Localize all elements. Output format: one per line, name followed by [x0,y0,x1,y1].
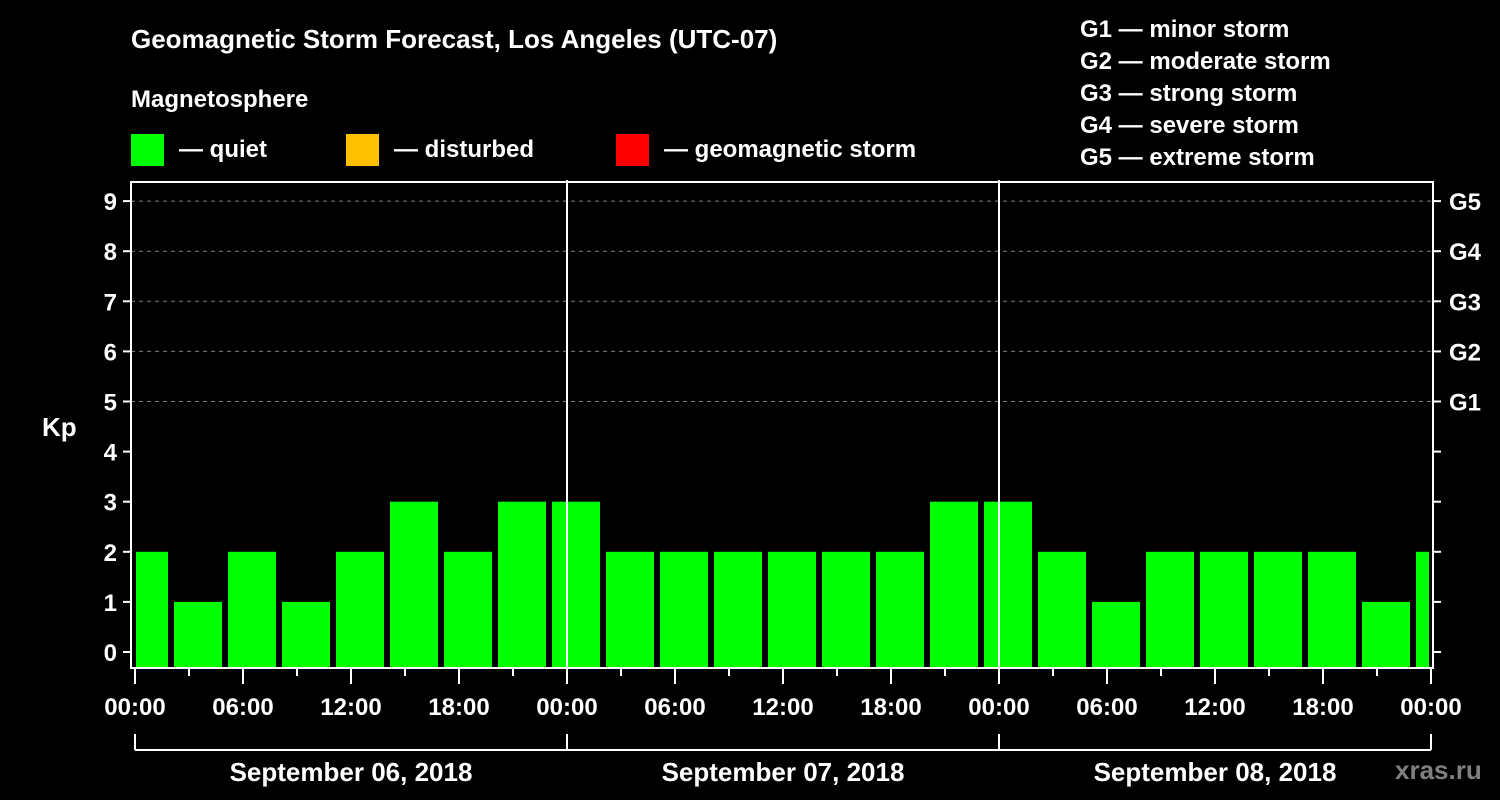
y-tick-label: 3 [104,490,117,517]
x-tick-label: 00:00 [536,694,597,721]
legend-disturbed: — disturbed [346,133,534,167]
g-level-label: G4 [1449,239,1482,266]
kp-bar [1362,601,1410,667]
legend-quiet-label: — quiet [179,136,267,163]
x-tick-label: 12:00 [752,694,813,721]
x-tick-label: 12:00 [320,694,381,721]
kp-bar [136,551,168,667]
kp-bar [228,551,276,667]
g-level-label: G1 [1449,390,1481,417]
kp-bar [822,551,870,667]
kp-bar [768,551,816,667]
credit-watermark: xras.ru [1395,755,1482,785]
storm-swatch-icon [616,134,649,166]
chart-title: Geomagnetic Storm Forecast, Los Angeles … [131,24,778,54]
kp-bar [498,501,546,667]
kp-bar [444,551,492,667]
y-tick-label: 8 [104,239,117,266]
g4-label: G4 — severe storm [1080,112,1299,139]
x-tick-label: 18:00 [860,694,921,721]
x-tick-label: 18:00 [428,694,489,721]
kp-bar [174,601,222,667]
x-tick-label: 18:00 [1292,694,1353,721]
legend-storm: — geomagnetic storm [616,133,916,167]
date-label: September 07, 2018 [662,757,905,787]
kp-bar [282,601,330,667]
kp-bar [390,501,438,667]
kp-bar [1254,551,1302,667]
legend-disturbed-label: — disturbed [394,136,535,163]
kp-bar [1308,551,1356,667]
date-label: September 06, 2018 [230,757,473,787]
y-tick-label: 1 [104,590,117,617]
kp-bar [930,501,978,667]
x-tick-label: 00:00 [968,694,1029,721]
y-tick-label: 4 [104,440,118,467]
y-tick-label: 0 [104,640,117,667]
g-level-label: G2 [1449,339,1481,366]
x-tick-label: 06:00 [212,694,273,721]
y-tick-label: 6 [104,339,117,366]
date-label: September 08, 2018 [1094,757,1337,787]
kp-bar [660,551,708,667]
x-tick-label: 00:00 [104,694,165,721]
quiet-swatch-icon [131,134,164,166]
g2-label: G2 — moderate storm [1080,48,1331,75]
legend-quiet: — quiet [131,133,267,167]
y-tick-label: 9 [104,189,117,216]
y-tick-label: 7 [104,289,117,316]
kp-bar [1146,551,1194,667]
g1-label: G1 — minor storm [1080,16,1290,43]
x-tick-label: 06:00 [644,694,705,721]
disturbed-swatch-icon [346,134,379,166]
kp-bar [984,501,1032,667]
y-tick-label: 2 [104,540,117,567]
kp-bar [1092,601,1140,667]
g-level-label: G3 [1449,289,1481,316]
g-scale-legend: G1 — minor storm G2 — moderate storm G3 … [1080,14,1331,174]
kp-bar [876,551,924,667]
x-tick-label: 12:00 [1184,694,1245,721]
kp-bar [1200,551,1248,667]
y-tick-label: 5 [104,390,117,417]
g-level-label: G5 [1449,189,1481,216]
g5-label: G5 — extreme storm [1080,144,1315,171]
kp-bar [714,551,762,667]
kp-bar [1416,551,1429,667]
legend-storm-label: — geomagnetic storm [664,136,917,163]
kp-bar [606,551,654,667]
legend-heading: Magnetosphere [131,86,309,113]
kp-bar [1038,551,1086,667]
x-tick-label: 06:00 [1076,694,1137,721]
kp-bar [336,551,384,667]
x-tick-label: 00:00 [1400,694,1461,721]
g3-label: G3 — strong storm [1080,80,1298,107]
y-axis-label: Kp [42,412,77,442]
kp-bar [552,501,600,667]
